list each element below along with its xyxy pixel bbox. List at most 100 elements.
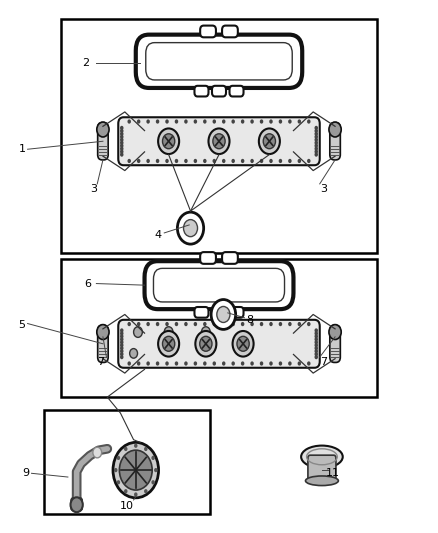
Circle shape (120, 126, 124, 130)
Circle shape (184, 220, 198, 237)
Circle shape (222, 361, 226, 366)
Circle shape (120, 328, 124, 333)
Circle shape (127, 159, 131, 163)
Circle shape (156, 322, 159, 326)
Circle shape (241, 159, 244, 163)
Circle shape (263, 134, 276, 149)
Circle shape (314, 346, 318, 350)
Text: 4: 4 (154, 230, 161, 239)
Text: 3: 3 (321, 184, 328, 194)
Circle shape (314, 147, 318, 151)
Text: 3: 3 (91, 184, 98, 194)
Circle shape (127, 361, 131, 366)
FancyBboxPatch shape (222, 252, 238, 264)
Circle shape (269, 159, 273, 163)
Circle shape (120, 340, 124, 344)
Circle shape (152, 480, 155, 484)
Text: 6: 6 (84, 279, 91, 288)
Circle shape (222, 119, 226, 124)
Circle shape (175, 322, 178, 326)
Text: 7: 7 (97, 358, 104, 367)
FancyBboxPatch shape (71, 498, 82, 511)
Circle shape (120, 343, 124, 348)
Circle shape (251, 322, 254, 326)
Circle shape (162, 134, 175, 149)
FancyBboxPatch shape (98, 123, 108, 160)
Circle shape (269, 361, 273, 366)
Circle shape (307, 119, 311, 124)
Circle shape (297, 159, 301, 163)
Circle shape (203, 322, 207, 326)
Circle shape (314, 149, 318, 154)
Circle shape (279, 361, 282, 366)
Circle shape (120, 143, 124, 148)
Circle shape (297, 361, 301, 366)
Circle shape (117, 480, 120, 484)
Circle shape (307, 322, 311, 326)
Ellipse shape (301, 446, 343, 468)
Circle shape (314, 129, 318, 133)
Circle shape (184, 119, 187, 124)
Circle shape (279, 159, 282, 163)
Circle shape (158, 331, 179, 357)
FancyBboxPatch shape (330, 123, 340, 160)
Circle shape (222, 322, 226, 326)
Circle shape (127, 119, 131, 124)
Circle shape (114, 468, 117, 472)
Circle shape (241, 361, 244, 366)
Text: 1: 1 (18, 144, 25, 154)
Circle shape (208, 128, 230, 154)
Circle shape (130, 349, 138, 358)
Circle shape (288, 119, 292, 124)
Circle shape (233, 331, 254, 357)
Bar (61, 19, 377, 253)
FancyBboxPatch shape (98, 325, 108, 362)
Circle shape (314, 126, 318, 130)
Circle shape (144, 489, 148, 494)
Circle shape (200, 336, 212, 351)
Circle shape (194, 322, 197, 326)
FancyBboxPatch shape (230, 86, 244, 96)
Circle shape (156, 361, 159, 366)
Circle shape (212, 159, 216, 163)
Circle shape (175, 361, 178, 366)
Circle shape (134, 327, 142, 337)
Circle shape (184, 159, 187, 163)
Circle shape (231, 159, 235, 163)
Circle shape (117, 456, 120, 460)
Circle shape (165, 119, 169, 124)
Circle shape (156, 159, 159, 163)
Circle shape (120, 129, 124, 133)
Circle shape (314, 138, 318, 142)
Ellipse shape (305, 476, 338, 486)
Circle shape (314, 340, 318, 344)
Circle shape (137, 361, 141, 366)
Circle shape (251, 361, 254, 366)
Circle shape (120, 334, 124, 338)
Circle shape (156, 119, 159, 124)
Circle shape (329, 325, 341, 340)
Circle shape (314, 143, 318, 148)
Circle shape (194, 119, 197, 124)
Circle shape (314, 328, 318, 333)
Circle shape (260, 119, 263, 124)
Circle shape (203, 361, 207, 366)
Circle shape (165, 322, 169, 326)
Circle shape (297, 119, 301, 124)
Circle shape (212, 119, 216, 124)
FancyBboxPatch shape (118, 320, 320, 368)
FancyBboxPatch shape (308, 455, 336, 481)
Circle shape (120, 141, 124, 145)
Circle shape (120, 135, 124, 139)
Circle shape (165, 361, 169, 366)
FancyBboxPatch shape (145, 261, 293, 309)
Circle shape (251, 159, 254, 163)
Circle shape (297, 322, 301, 326)
Circle shape (307, 159, 311, 163)
Circle shape (211, 300, 236, 329)
Circle shape (146, 322, 150, 326)
Circle shape (124, 447, 127, 451)
Circle shape (222, 159, 226, 163)
Circle shape (120, 355, 124, 359)
Circle shape (177, 212, 204, 244)
